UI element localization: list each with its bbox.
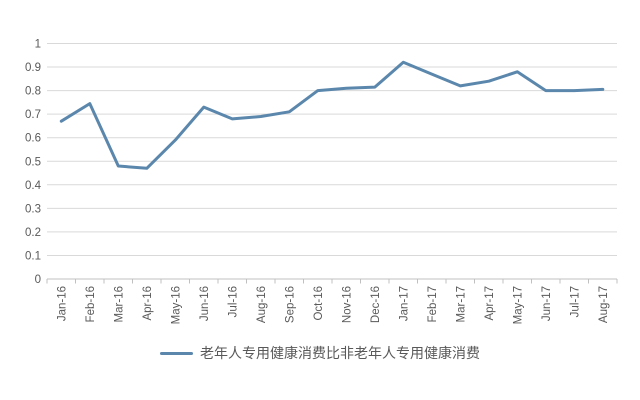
data-series-line [59,60,605,170]
x-axis-tick-label: Oct-16 [313,286,325,321]
x-axis-tick-label: Jul-17 [569,286,581,317]
x-axis-tick-label: Jan-17 [398,286,410,321]
x-axis-tick-label: Aug-17 [598,286,610,323]
y-axis-tick-label: 0.1 [25,250,41,262]
y-axis-tick-label: 0.8 [25,86,41,98]
y-axis-tick-label: 0.7 [25,109,41,121]
y-axis-tick-label: 0 [35,274,41,286]
y-axis-tick-label: 0.4 [25,180,42,192]
y-axis-tick-label: 1 [35,39,41,51]
legend-line-swatch [160,351,193,355]
x-axis-tick-label: Jun-17 [541,286,553,321]
x-axis-tick-label: Nov-16 [341,286,353,323]
chart-legend: 老年人专用健康消费比非老年人专用健康消费 [0,343,640,363]
x-axis-tick-label: Feb-16 [85,286,97,322]
y-axis-tick-label: 0.2 [25,227,41,239]
x-axis-tick-label: Jun-16 [199,286,211,321]
y-axis-tick-label: 0.5 [25,156,41,168]
x-axis-tick-label: Jul-16 [227,286,239,317]
x-axis-tick-label: Jan-16 [56,286,68,321]
x-axis-tick-label: Apr-17 [484,286,496,321]
x-axis-tick-label: Mar-17 [455,286,467,322]
legend-series-label: 老年人专用健康消费比非老年人专用健康消费 [200,345,480,361]
x-axis-tick-label: Aug-16 [256,286,268,323]
x-axis-tick-label: May-17 [512,286,524,324]
x-axis-tick-label: Dec-16 [370,286,382,323]
x-axis-tick-label: Feb-17 [427,286,439,322]
y-axis-tick-label: 0.3 [25,203,41,215]
x-axis-tick-label: Sep-16 [284,286,296,323]
x-axis-tick-label: May-16 [170,286,182,324]
x-axis-tick-label: Mar-16 [113,286,125,322]
y-axis-tick-label: 0.9 [25,62,41,74]
y-axis-tick-label: 0.6 [25,133,41,145]
x-axis-tick-label: Apr-16 [142,286,154,321]
